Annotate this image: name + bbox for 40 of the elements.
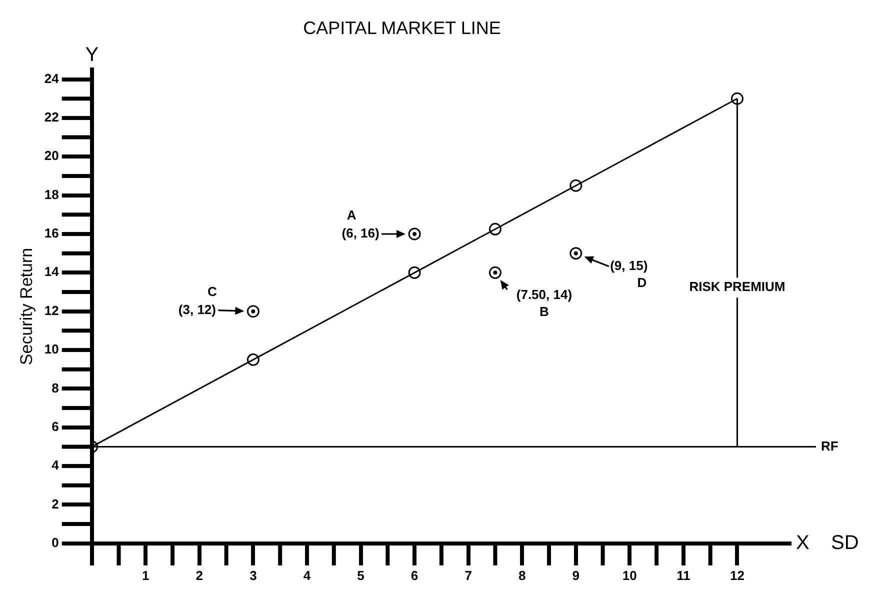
x-tick-label: 7 [464,568,472,583]
y-tick-label: 24 [44,70,60,86]
y-tick-label: 0 [52,534,59,550]
y-tick-label: 18 [44,186,59,202]
x-tick-label: 8 [518,568,526,583]
text: X [796,532,810,554]
text: Y [85,44,99,66]
chart-title: CAPITAL MARKET LINE [303,18,501,38]
annotation: A [346,208,357,223]
x-tick-label: 12 [730,568,744,583]
x-tick-label: 10 [622,568,637,583]
annotation: (6, 16) [342,226,380,241]
y-axis-title: Security Return [16,248,36,366]
y-tick-label: 12 [44,302,59,318]
x-axis-title: SD [831,532,859,554]
annotation: C [208,284,218,299]
y-tick-label: 10 [44,342,59,357]
x-tick-label: 3 [250,568,257,583]
y-tick-label: 2 [52,496,59,512]
y-tick-label: 4 [52,458,60,473]
annotation: D [637,274,647,290]
ref-line-label: RISK PREMIUM [689,279,786,294]
annotation: (3, 12) [178,302,216,317]
y-tick-label: 14 [44,264,60,280]
x-tick-label: 9 [572,568,580,583]
y-tick-label: 20 [44,148,59,164]
x-tick-label: 6 [410,568,418,583]
y-tick-label: 6 [52,418,59,434]
x-tick-label: 4 [303,568,312,583]
y-tick-label: 22 [44,110,59,125]
x-tick-label: 2 [196,568,204,583]
y-tick-label: 8 [52,380,59,396]
y-tick-label: 16 [44,226,59,241]
annotation: (7.50, 14) [516,287,572,302]
x-tick-label: 1 [142,568,150,583]
annotation: B [540,304,549,320]
x-tick-label: 11 [676,568,690,583]
ref-line-label: RF [821,438,838,454]
annotation: (9, 15) [610,258,648,273]
x-tick-label: 5 [357,568,364,583]
